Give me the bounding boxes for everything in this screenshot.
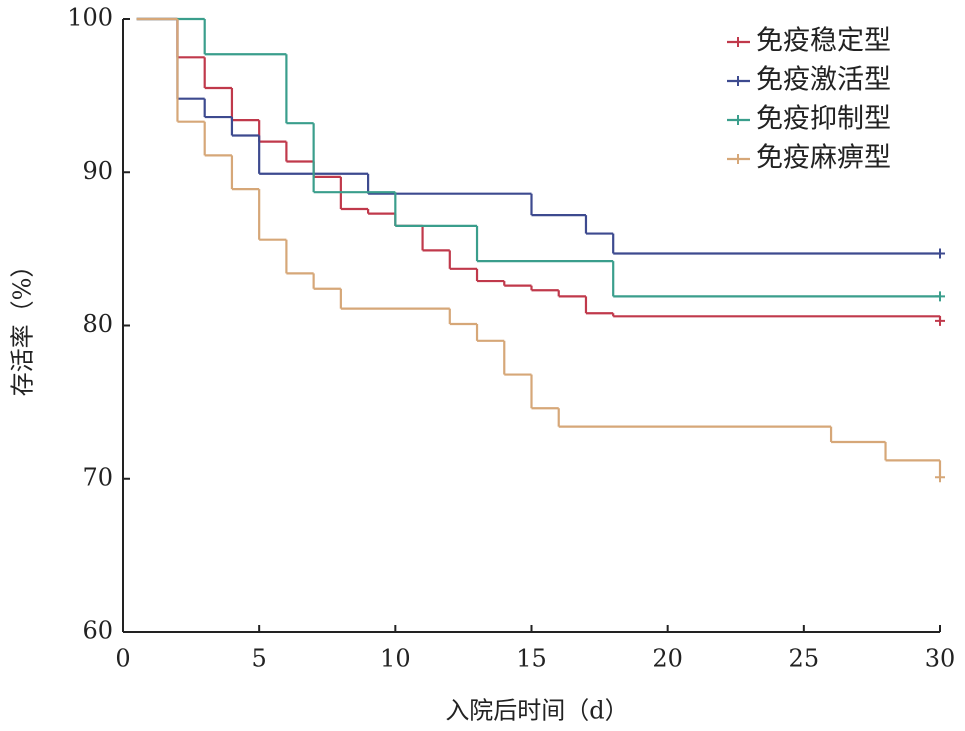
legend-marker [733,115,743,125]
y-tick-label: 70 [82,463,113,491]
x-tick-label: 25 [789,645,820,673]
legend-marker [733,37,743,47]
censor-mark [935,291,945,302]
legend-marker [733,76,743,86]
legend-label: 免疫麻痹型 [756,143,891,174]
censor-mark [935,248,945,259]
x-tick-label: 15 [516,645,547,673]
y-tick-label: 100 [67,4,113,32]
x-axis-label: 入院后时间（d） [445,697,628,725]
x-tick-label: 5 [252,645,267,673]
legend-label: 免疫抑制型 [756,104,891,135]
legend-label: 免疫稳定型 [756,26,891,57]
legend-label: 免疫激活型 [756,65,891,96]
x-tick-label: 20 [652,645,683,673]
x-tick-label: 10 [380,645,411,673]
y-axis-label: 存活率（%） [9,254,37,397]
censor-mark [935,472,945,483]
x-tick-label: 30 [925,645,956,673]
y-tick-label: 80 [82,310,113,338]
censor-mark [935,315,945,326]
y-tick-label: 60 [82,617,113,645]
y-tick-label: 90 [82,157,113,185]
legend-marker [733,154,743,164]
x-tick-label: 0 [115,645,130,673]
